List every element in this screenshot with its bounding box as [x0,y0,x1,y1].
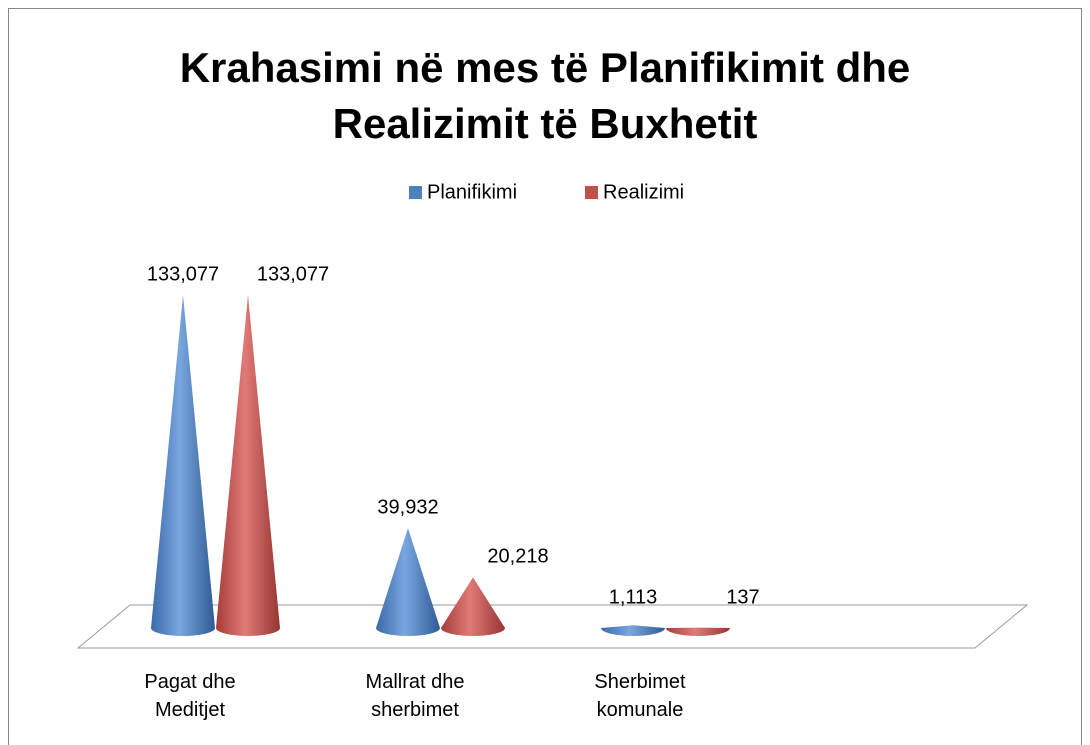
data-label: 20,218 [487,546,548,568]
x-tick-label: Mallrat dhe sherbimet [365,671,465,721]
cone [151,295,215,636]
data-label: 137 [726,586,759,608]
cone [601,625,665,636]
chart-border [8,8,1082,745]
cone [666,627,730,636]
x-tick-label: Sherbimet komunale [594,671,686,721]
data-label: 133,077 [147,263,219,285]
data-label: 39,932 [377,496,438,518]
legend-swatch [409,186,422,199]
x-tick-label: Pagat dhe Meditjet [144,671,236,721]
cone [441,577,505,636]
cone [376,528,440,636]
legend-label: Realizimi [603,181,684,203]
data-label: 133,077 [257,263,329,285]
cone [216,295,280,636]
floor [76,604,1029,649]
legend-label: Planifikimi [427,181,517,203]
legend-swatch [585,186,598,199]
data-label: 1,113 [609,586,658,608]
chart-title: Krahasimi në mes të Planifikimit dhe Rea… [179,44,911,147]
